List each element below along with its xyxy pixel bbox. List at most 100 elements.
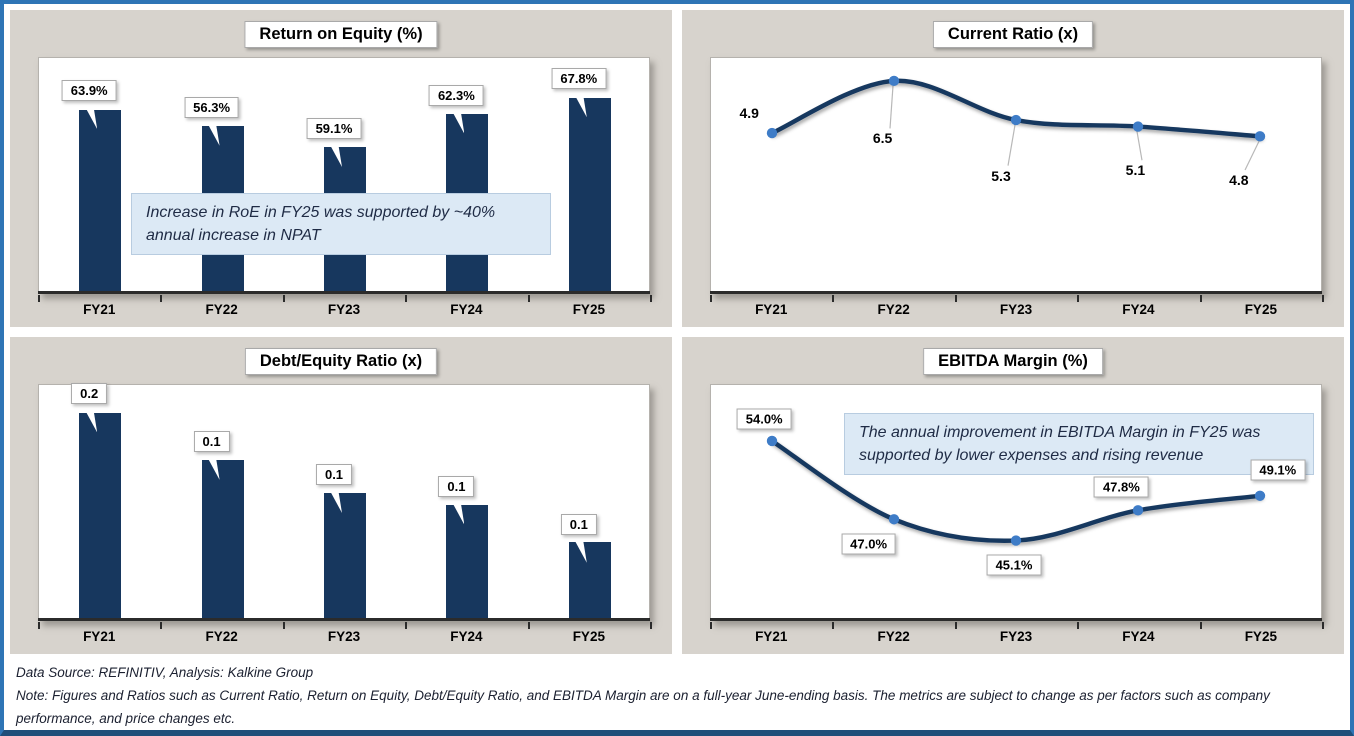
- methodology-note: Note: Figures and Ratios such as Current…: [16, 687, 1270, 726]
- bar: [79, 109, 122, 293]
- bar: [568, 542, 611, 620]
- axis-tick: [38, 622, 40, 629]
- data-label: 6.5: [872, 130, 893, 147]
- data-label: 49.1%: [1250, 459, 1306, 481]
- x-axis-label: FY25: [572, 302, 605, 317]
- axis-tick: [1077, 622, 1080, 629]
- data-label: 5.1: [1125, 162, 1146, 179]
- x-axis-label: FY25: [572, 629, 605, 644]
- leader-line: [889, 85, 894, 129]
- footnote: Data Source: REFINITIV, Analysis: Kalkin…: [16, 662, 1338, 730]
- leader-line: [1244, 141, 1260, 171]
- axis-tick: [1199, 622, 1202, 629]
- bar-value-callout: 67.8%: [551, 68, 607, 90]
- axis-tick: [527, 622, 530, 629]
- axis-tick: [1322, 622, 1324, 629]
- bar-value-callout: 56.3%: [184, 96, 240, 118]
- chart-title: Current Ratio (x): [932, 21, 1094, 48]
- bar-value-callout: 0.1: [560, 513, 597, 535]
- x-axis-label: FY24: [1122, 302, 1155, 317]
- annotation-callout: Increase in RoE in FY25 was supported by…: [131, 193, 551, 256]
- trend-line: [769, 78, 1263, 139]
- axis-tick: [650, 295, 652, 302]
- x-axis-label: FY23: [327, 302, 361, 317]
- leader-line: [1136, 131, 1143, 161]
- x-axis-label: FY22: [205, 302, 238, 317]
- line-series: [766, 75, 1266, 171]
- panel-ebitda-margin: EBITDA Margin (%) The annual improvement…: [682, 337, 1344, 654]
- panel-debt-equity-ratio: Debt/Equity Ratio (x) 0.2 0.1 0.1 0.1 0.1 FY…: [10, 337, 672, 654]
- axis-tick: [710, 295, 712, 302]
- x-axis-label: FY22: [877, 629, 910, 644]
- bar-value-callout: 63.9%: [61, 80, 117, 102]
- data-point-marker: [1254, 131, 1266, 142]
- axis-tick: [710, 622, 712, 629]
- data-point-marker: [1010, 535, 1022, 546]
- x-axis-labels: FY21 FY22 FY23 FY24 FY25: [710, 629, 1322, 644]
- x-axis-label: FY23: [327, 629, 361, 644]
- x-axis-label: FY21: [755, 302, 788, 317]
- x-axis-label: FY25: [1244, 302, 1277, 317]
- axis-tick: [527, 295, 530, 302]
- axis-tick: [1322, 295, 1324, 302]
- axis-tick: [832, 295, 835, 302]
- axis-tick: [282, 622, 285, 629]
- x-axis-label: FY21: [755, 629, 788, 644]
- plot-area: Increase in RoE in FY25 was supported by…: [38, 57, 652, 302]
- bar-value-callout: 59.1%: [306, 118, 362, 140]
- bar: [79, 413, 122, 620]
- chart-title: Debt/Equity Ratio (x): [244, 348, 438, 375]
- axis-tick: [954, 622, 957, 629]
- data-label: 45.1%: [986, 554, 1042, 576]
- axis-tick: [160, 622, 163, 629]
- data-label: 4.9: [739, 104, 759, 121]
- axis-tick: [405, 295, 408, 302]
- data-point-marker: [766, 435, 778, 447]
- axis-line: [710, 618, 1322, 621]
- panel-current-ratio: Current Ratio (x) 4.9 6.5 5.3 5.1 4.8 FY21 FY…: [682, 10, 1344, 327]
- x-axis-label: FY23: [999, 302, 1033, 317]
- data-point-marker: [888, 75, 900, 87]
- x-axis-label: FY24: [450, 302, 483, 317]
- data-source-note: Data Source: REFINITIV, Analysis: Kalkin…: [16, 665, 314, 680]
- data-label: 4.8: [1229, 172, 1249, 188]
- x-axis-label: FY21: [83, 302, 116, 317]
- data-point-marker: [766, 127, 778, 139]
- data-point-marker: [1132, 121, 1144, 132]
- chart-title: Return on Equity (%): [244, 21, 438, 48]
- axis-tick: [650, 622, 652, 629]
- bar: [201, 460, 244, 620]
- panel-return-on-equity: Return on Equity (%) Increase in RoE in …: [10, 10, 672, 327]
- bar-value-callout: 0.1: [193, 430, 230, 452]
- bar: [324, 493, 366, 620]
- data-label: 5.3: [991, 167, 1011, 184]
- data-label: 47.8%: [1093, 476, 1149, 498]
- annotation-callout: The annual improvement in EBITDA Margin …: [844, 413, 1314, 476]
- x-axis-label: FY24: [1122, 629, 1155, 644]
- axis-line: [38, 618, 650, 621]
- plot-area: The annual improvement in EBITDA Margin …: [710, 384, 1324, 629]
- axis-tick: [282, 295, 285, 302]
- bar-value-callout: 0.2: [71, 383, 108, 405]
- data-label: 54.0%: [736, 408, 792, 430]
- bar: [446, 504, 489, 620]
- axis-tick: [1077, 295, 1080, 302]
- axis-tick: [405, 622, 408, 629]
- axis-line: [38, 291, 650, 294]
- data-point-marker: [1132, 505, 1144, 516]
- x-axis-labels: FY21 FY22 FY23 FY24 FY25: [38, 629, 650, 644]
- x-axis-label: FY24: [450, 629, 483, 644]
- plot-area: 4.9 6.5 5.3 5.1 4.8: [710, 57, 1324, 302]
- axis-tick: [954, 295, 957, 302]
- x-axis-label: FY23: [999, 629, 1033, 644]
- bar-value-callout: 62.3%: [428, 84, 484, 106]
- axis-tick: [160, 295, 163, 302]
- axis-tick: [1199, 295, 1202, 302]
- bar: [568, 97, 611, 293]
- axis-tick: [832, 622, 835, 629]
- leader-line: [1007, 124, 1016, 166]
- bar-value-callout: 0.1: [438, 475, 475, 497]
- data-point-marker: [888, 514, 900, 525]
- axis-line: [710, 291, 1322, 294]
